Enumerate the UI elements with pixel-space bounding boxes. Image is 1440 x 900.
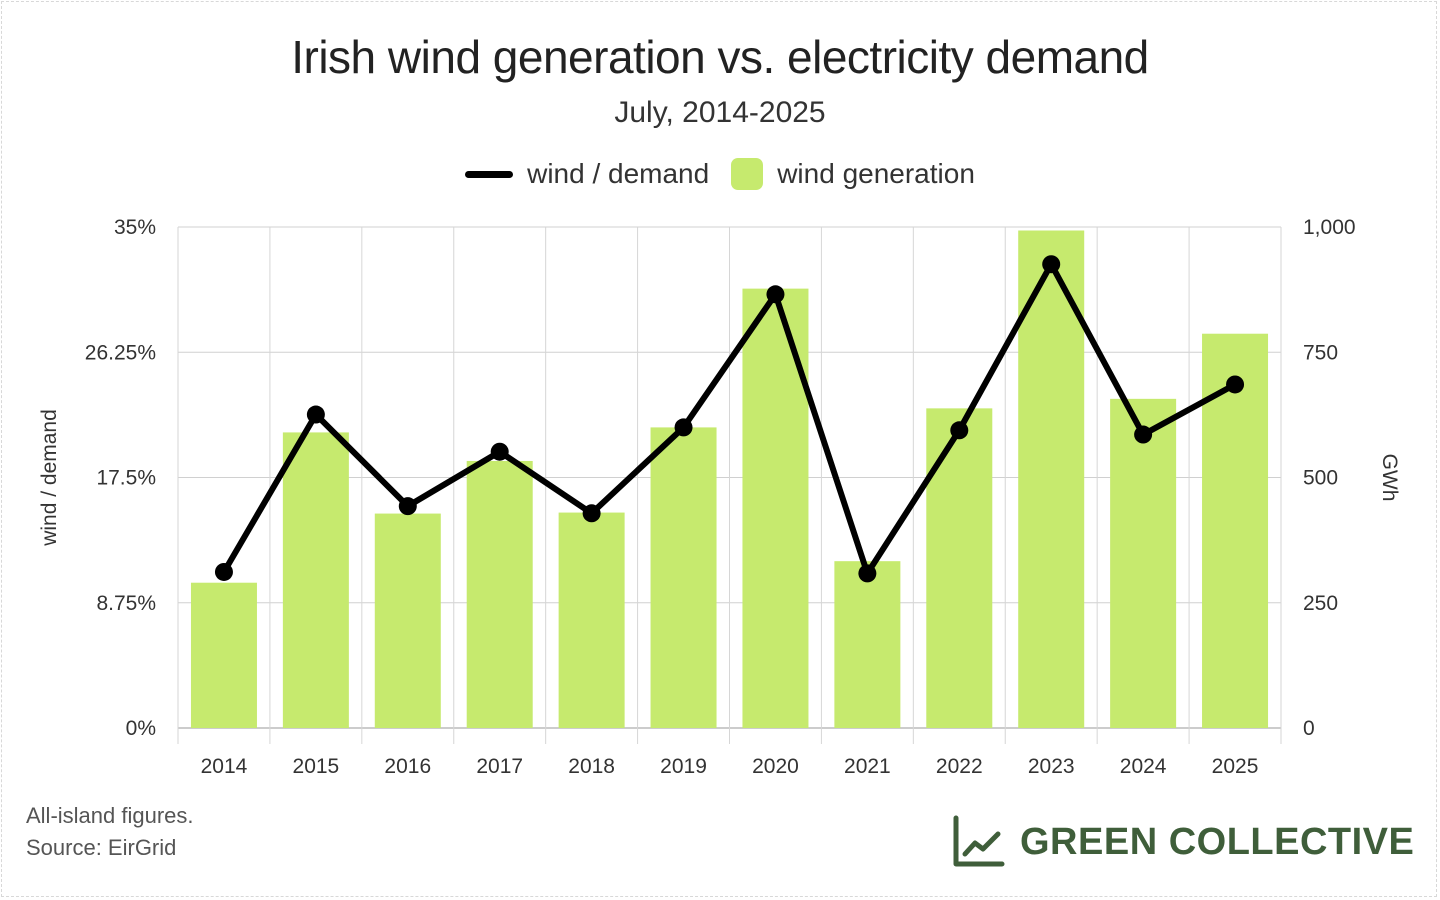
- bar-wind-generation: [190, 582, 257, 728]
- point-wind-demand: [766, 285, 785, 304]
- chart-title: Irish wind generation vs. electricity de…: [291, 31, 1149, 83]
- x-tick-label: 2024: [1120, 755, 1167, 778]
- legend-item-wind-generation[interactable]: wind generation: [731, 158, 975, 190]
- line-chart-icon: [953, 815, 1005, 867]
- bar-wind-generation: [558, 512, 625, 728]
- chart-legend: wind / demand wind generation: [0, 154, 1440, 194]
- x-tick-label: 2018: [568, 755, 615, 778]
- bar-wind-generation: [742, 288, 809, 728]
- x-tick-label: 2017: [476, 755, 523, 778]
- y-left-tick-label: 17.5%: [96, 467, 156, 490]
- point-wind-demand: [950, 421, 969, 440]
- legend-line-swatch: [465, 170, 514, 178]
- bar-wind-generation: [282, 432, 349, 728]
- y-left-tick-label: 26.25%: [85, 341, 156, 364]
- point-wind-demand: [1042, 255, 1061, 274]
- legend-label-wind-generation: wind generation: [777, 158, 975, 189]
- chart-subtitle: July, 2014-2025: [614, 96, 826, 129]
- point-wind-demand: [306, 405, 325, 424]
- line-wind-demand: [220, 261, 1239, 577]
- point-wind-demand: [1226, 375, 1245, 394]
- x-tick-label: 2021: [844, 755, 891, 778]
- point-wind-demand: [1134, 425, 1153, 444]
- x-tick-label: 2025: [1212, 755, 1259, 778]
- x-tick-label: 2023: [1028, 755, 1075, 778]
- y-right-axis-title: GWh: [1378, 454, 1401, 502]
- x-tick-label: 2014: [201, 755, 248, 778]
- point-wind-demand: [858, 564, 877, 583]
- x-tick-label: 2016: [384, 755, 431, 778]
- point-wind-demand: [490, 442, 509, 461]
- point-wind-demand: [582, 504, 601, 523]
- bar-wind-generation: [466, 460, 533, 728]
- y-right-tick-label: 1,000: [1303, 216, 1356, 239]
- y-right-tick-label: 0: [1303, 717, 1315, 740]
- footnote: All-island figures. Source: EirGrid: [26, 800, 194, 864]
- point-wind-demand: [398, 497, 417, 516]
- x-tick-label: 2019: [660, 755, 707, 778]
- y-right-tick-label: 250: [1303, 592, 1338, 615]
- x-tick-label: 2022: [936, 755, 983, 778]
- point-wind-demand: [214, 562, 233, 581]
- y-left-tick-label: 8.75%: [96, 592, 156, 615]
- bar-wind-generation: [650, 427, 717, 728]
- y-right-tick-label: 750: [1303, 341, 1338, 364]
- y-left-tick-label: 0%: [126, 717, 156, 740]
- bar-wind-generation: [374, 513, 441, 728]
- brand-logo: GREEN COLLECTIVE: [950, 812, 1414, 872]
- footnote-scope: All-island figures.: [26, 803, 194, 828]
- point-wind-demand: [674, 418, 693, 437]
- legend-item-wind-demand[interactable]: wind / demand: [465, 158, 709, 190]
- bar-wind-generation: [926, 408, 993, 728]
- y-left-axis-title: wind / demand: [38, 409, 61, 547]
- y-right-tick-label: 500: [1303, 467, 1338, 490]
- x-tick-label: 2020: [752, 755, 799, 778]
- bar-wind-generation: [1018, 230, 1085, 728]
- legend-bar-swatch: [731, 158, 764, 190]
- x-tick-label: 2015: [293, 755, 340, 778]
- bar-wind-generation: [1110, 398, 1177, 728]
- legend-label-wind-demand: wind / demand: [527, 158, 710, 189]
- brand-name: GREEN COLLECTIVE: [1020, 820, 1415, 863]
- y-left-tick-label: 35%: [114, 216, 156, 239]
- bar-wind-generation: [834, 561, 901, 728]
- footnote-source: Source: EirGrid: [26, 835, 177, 860]
